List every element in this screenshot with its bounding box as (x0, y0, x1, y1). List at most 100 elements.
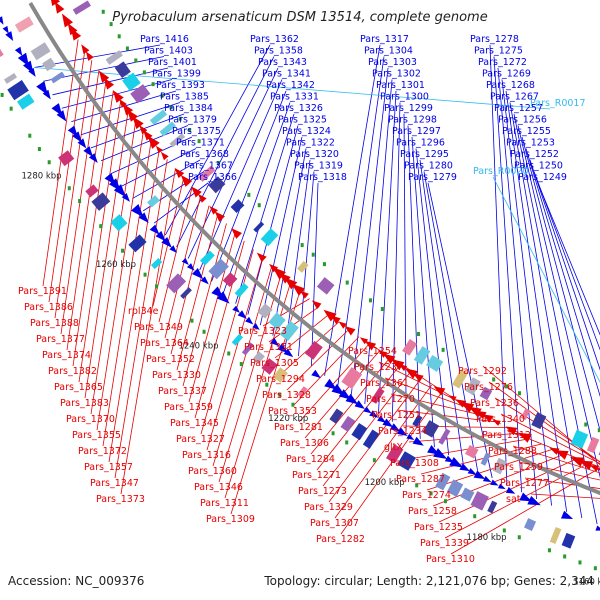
gc-marker (0, 92, 4, 97)
leader-line (42, 39, 79, 287)
reverse-gene-label: Pars_1273 (298, 486, 347, 497)
reverse-gene-label: sat (506, 494, 521, 505)
reverse-gene-arrow (404, 368, 418, 379)
annotation-box (180, 287, 192, 299)
forward-gene-label: Pars_1255 (502, 126, 551, 137)
reverse-gene-label: Pars_1292 (458, 366, 507, 377)
reverse-gene-arrow (191, 186, 202, 198)
annotation-box (413, 346, 431, 365)
forward-gene-arrow (527, 495, 541, 506)
reverse-gene-label: Pars_1340 (476, 414, 525, 425)
annotation-box (208, 258, 229, 280)
reverse-gene-label: Pars_1360 (188, 466, 237, 477)
gc-marker (291, 402, 295, 407)
leader-line (132, 159, 201, 199)
annotation-box (0, 47, 4, 62)
forward-gene-arrow (377, 415, 387, 423)
forward-gene-label: Pars_1275 (474, 46, 523, 57)
leader-line (48, 49, 86, 303)
reverse-gene-label: Pars_1345 (170, 418, 219, 429)
reverse-gene-arrow (81, 44, 90, 55)
gc-marker (155, 284, 159, 289)
gc-marker (265, 382, 269, 387)
leader-line (420, 443, 542, 475)
gc-marker (160, 93, 164, 98)
annotation-box (412, 414, 423, 427)
reverse-gene-label: Pars_1353 (268, 406, 317, 417)
gc-marker (227, 351, 231, 356)
gc-marker (547, 548, 551, 553)
forward-gene-arrow (42, 89, 51, 100)
forward-gene-arrow (324, 378, 338, 390)
reverse-gene-arrow (103, 77, 115, 90)
forward-gene-label: Pars_1278 (470, 34, 519, 45)
reverse-gene-arrow (272, 266, 286, 280)
reverse-gene-arrow (54, 1, 65, 14)
reverse-gene-arrow (155, 145, 163, 154)
gc-marker (429, 491, 433, 496)
annotation-box (166, 273, 187, 294)
forward-gene-label: Pars_1324 (282, 126, 331, 137)
forward-gene-arrow (363, 406, 372, 414)
tick-label: 1180 kbp (467, 533, 507, 543)
annotation-box (234, 283, 249, 298)
forward-gene-label: Pars_1301 (376, 80, 425, 91)
forward-gene-arrow (490, 479, 499, 486)
gc-marker (578, 560, 582, 565)
reverse-gene-arrow (579, 460, 593, 471)
reverse-gene-label: Pars_1277 (500, 478, 549, 489)
forward-gene-arrow (252, 323, 260, 330)
reverse-gene-label: Pars_1258 (408, 506, 457, 517)
forward-gene-arrow (88, 153, 98, 164)
reverse-gene-arrow (412, 373, 424, 383)
rna-gene-label: Pars_R0017 (530, 98, 586, 109)
leader-line (292, 336, 360, 407)
reverse-gene-label: Pars_1251 (372, 410, 421, 421)
gc-marker (345, 440, 349, 445)
gc-marker (134, 58, 138, 63)
gc-marker (37, 147, 41, 152)
gc-marker (584, 422, 588, 427)
forward-gene-arrow (169, 245, 177, 254)
reverse-gene-arrow (300, 290, 309, 299)
leader-line (153, 182, 209, 224)
leader-line (350, 67, 389, 395)
gc-marker (368, 298, 372, 303)
reverse-gene-arrow (460, 402, 475, 413)
annotation-box (257, 303, 273, 319)
gc-marker (518, 391, 522, 396)
forward-gene-arrow (338, 389, 352, 400)
reverse-gene-label: Pars_1382 (48, 366, 97, 377)
leader-line (52, 67, 169, 96)
annotation-box (479, 386, 493, 401)
forward-gene-arrow (382, 418, 394, 428)
annotation-box (520, 408, 531, 421)
gc-marker (28, 133, 32, 138)
leader-line (524, 477, 600, 489)
reverse-gene-label: Pars_1284 (286, 454, 335, 465)
reverse-gene-arrow (160, 151, 169, 161)
reverse-gene-arrow (112, 90, 124, 103)
annotation-box (231, 333, 244, 346)
annotation-box (268, 312, 286, 330)
forward-gene-arrow (28, 67, 36, 77)
reverse-gene-arrow (284, 277, 298, 290)
annotation-box (150, 258, 163, 270)
reverse-gene-label: Pars_1309 (206, 514, 255, 525)
annotation-box (402, 339, 418, 356)
reverse-gene-label: Pars_1373 (96, 494, 145, 505)
forward-gene-arrow (270, 337, 280, 347)
forward-gene-arrow (311, 369, 321, 379)
annotation-box (72, 0, 91, 15)
gc-marker (121, 248, 125, 253)
forward-gene-arrow (277, 343, 288, 353)
forward-gene-arrow (369, 410, 379, 418)
annotation-box (279, 320, 299, 342)
annotation-box (147, 195, 160, 208)
genome-summary-text: Topology: circular; Length: 2,121,076 bp… (264, 574, 594, 588)
forward-gene-arrow (560, 510, 574, 519)
annotation-box (17, 93, 35, 110)
reverse-gene-arrow (596, 468, 600, 471)
annotation-box (524, 518, 537, 531)
